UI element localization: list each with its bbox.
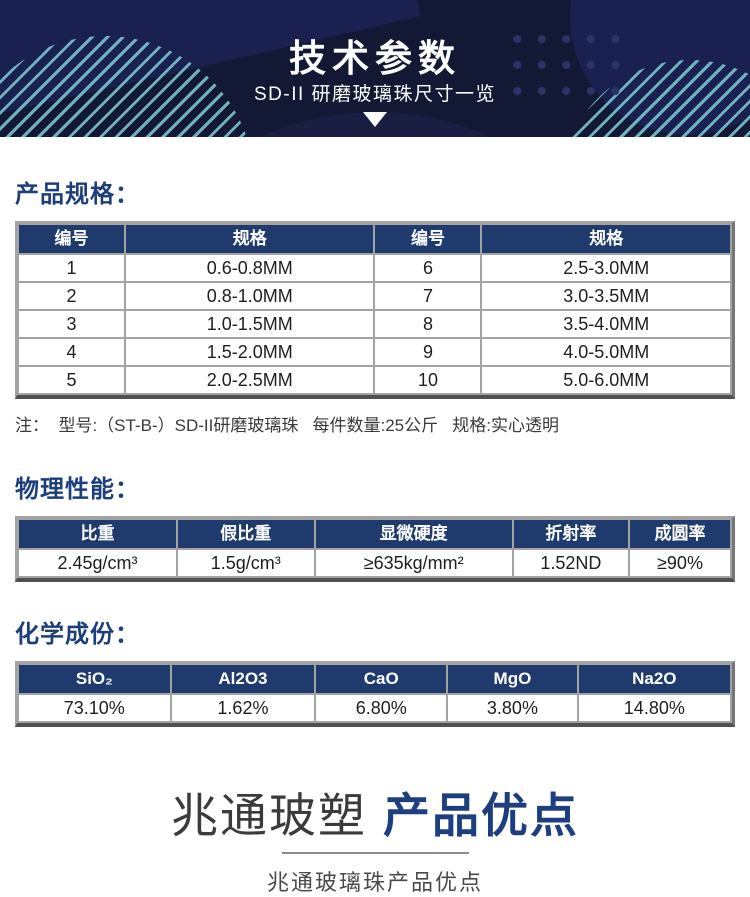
cell: 2 bbox=[17, 281, 126, 311]
divider bbox=[281, 851, 469, 854]
section-heading-physical: 物理性能： bbox=[15, 476, 140, 504]
chemical-table: SiO₂ Al2O3 CaO MgO Na2O 73.10% 1.62% 6.8… bbox=[17, 663, 733, 724]
col-header: 折射率 bbox=[511, 518, 631, 551]
physical-table: 比重 假比重 显微硬度 折射率 成圆率 2.45g/cm³ 1.5g/cm³ ≥… bbox=[17, 518, 732, 579]
table-row: 1 0.6-0.8MM 6 2.5-3.0MM bbox=[17, 253, 732, 283]
table-row: 4 1.5-2.0MM 9 4.0-5.0MM bbox=[17, 337, 732, 367]
brand-name: 兆通玻塑 bbox=[171, 789, 367, 843]
cell: 10 bbox=[373, 365, 483, 395]
cell: 73.10% bbox=[17, 693, 172, 724]
footer-highlight: 产品优点 bbox=[383, 789, 579, 843]
table-header-row: SiO₂ Al2O3 CaO MgO Na2O bbox=[17, 663, 733, 696]
cell: 0.6-0.8MM bbox=[123, 253, 376, 283]
cell: 7 bbox=[373, 281, 483, 311]
cell: 1 bbox=[17, 253, 126, 283]
main-content: 产品规格： 编号 规格 编号 规格 1 0.6-0.8MM 6 2.5-3.0M bbox=[0, 183, 750, 897]
cell: 8 bbox=[373, 309, 483, 339]
table-header-row: 编号 规格 编号 规格 bbox=[17, 223, 732, 255]
cell: 5 bbox=[17, 365, 126, 395]
col-header: 显微硬度 bbox=[313, 518, 514, 551]
col-header: MgO bbox=[446, 663, 579, 696]
col-header: 规格 bbox=[123, 223, 376, 255]
spec-table: 编号 规格 编号 规格 1 0.6-0.8MM 6 2.5-3.0MM 2 0.… bbox=[17, 223, 732, 395]
col-header: 编号 bbox=[373, 223, 483, 255]
table-row: 5 2.0-2.5MM 10 5.0-6.0MM bbox=[17, 365, 732, 395]
cell: 9 bbox=[373, 337, 483, 367]
table-row: 73.10% 1.62% 6.80% 3.80% 14.80% bbox=[17, 693, 733, 724]
cell: 2.45g/cm³ bbox=[17, 548, 178, 579]
cell: 14.80% bbox=[576, 693, 733, 724]
footer: 兆通玻塑 产品优点 兆通玻璃珠产品优点 bbox=[15, 791, 735, 896]
cell: 1.0-1.5MM bbox=[123, 309, 376, 339]
table-row: 3 1.0-1.5MM 8 3.5-4.0MM bbox=[17, 309, 732, 339]
col-header: 规格 bbox=[480, 223, 732, 255]
cell: 0.8-1.0MM bbox=[123, 281, 376, 311]
cell: 1.62% bbox=[169, 693, 317, 724]
table-row: 2.45g/cm³ 1.5g/cm³ ≥635kg/mm² 1.52ND ≥90… bbox=[17, 548, 732, 579]
page-title: 技术参数 bbox=[289, 38, 461, 79]
cell: 1.5-2.0MM bbox=[123, 337, 376, 367]
chemical-table-wrapper: SiO₂ Al2O3 CaO MgO Na2O 73.10% 1.62% 6.8… bbox=[15, 661, 735, 728]
page-subtitle: SD-II 研磨玻璃珠尺寸一览 bbox=[253, 84, 497, 105]
cell: 2.0-2.5MM bbox=[123, 365, 376, 395]
cell: ≥90% bbox=[628, 548, 732, 579]
physical-table-wrapper: 比重 假比重 显微硬度 折射率 成圆率 2.45g/cm³ 1.5g/cm³ ≥… bbox=[15, 516, 735, 583]
col-header: SiO₂ bbox=[17, 663, 172, 696]
cell: 6.80% bbox=[314, 693, 449, 724]
triangle-down-icon bbox=[363, 112, 387, 127]
table-row: 2 0.8-1.0MM 7 3.0-3.5MM bbox=[17, 281, 732, 311]
col-header: 成圆率 bbox=[628, 518, 732, 551]
dot-grid-icon bbox=[505, 26, 630, 104]
cell: 4 bbox=[17, 337, 126, 367]
col-header: Na2O bbox=[576, 663, 733, 696]
cell: 3 bbox=[17, 309, 126, 339]
header-banner: 技术参数 SD-II 研磨玻璃珠尺寸一览 bbox=[0, 0, 750, 137]
col-header: 编号 bbox=[17, 223, 126, 255]
cell: 1.52ND bbox=[511, 548, 631, 579]
cell: 2.5-3.0MM bbox=[480, 253, 732, 283]
cell: 3.5-4.0MM bbox=[480, 309, 732, 339]
cell: 3.80% bbox=[446, 693, 579, 724]
section-heading-spec: 产品规格： bbox=[15, 181, 140, 208]
cell: ≥635kg/mm² bbox=[313, 548, 514, 579]
col-header: 假比重 bbox=[175, 518, 316, 551]
spec-table-wrapper: 编号 规格 编号 规格 1 0.6-0.8MM 6 2.5-3.0MM 2 0.… bbox=[15, 221, 735, 399]
col-header: CaO bbox=[314, 663, 449, 696]
cell: 5.0-6.0MM bbox=[480, 365, 732, 395]
spec-note: 注： 型号:（ST-B-）SD-II研磨玻璃珠 每件数量:25公斤 规格:实心透… bbox=[15, 416, 560, 435]
cell: 3.0-3.5MM bbox=[480, 281, 732, 311]
table-header-row: 比重 假比重 显微硬度 折射率 成圆率 bbox=[17, 518, 732, 551]
section-heading-chemical: 化学成份： bbox=[15, 621, 140, 649]
footer-title: 兆通玻塑 产品优点 bbox=[15, 791, 735, 840]
cell: 6 bbox=[373, 253, 483, 283]
col-header: 比重 bbox=[17, 518, 178, 551]
cell: 4.0-5.0MM bbox=[480, 337, 732, 367]
cell: 1.5g/cm³ bbox=[175, 548, 316, 579]
col-header: Al2O3 bbox=[169, 663, 317, 696]
